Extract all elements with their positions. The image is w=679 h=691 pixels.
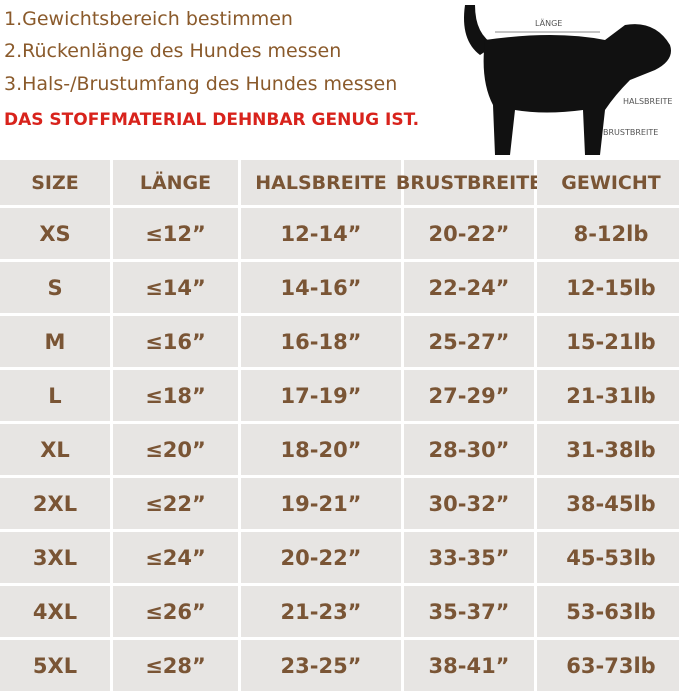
- column-header: LÄNGE: [113, 160, 238, 205]
- size-table: SIZE LÄNGE HALSBREITE BRUSTBREITE GEWICHT XS ≤…: [0, 160, 679, 691]
- table-cell: 38-41”: [404, 640, 534, 691]
- table-cell: 31-38lb: [537, 424, 679, 475]
- table-cell: 5XL: [0, 640, 110, 691]
- table-cell: 20-22”: [241, 532, 401, 583]
- table-cell: ≤20”: [113, 424, 238, 475]
- table-cell: 25-27”: [404, 316, 534, 367]
- table-cell: 19-21”: [241, 478, 401, 529]
- column-header: GEWICHT: [537, 160, 679, 205]
- table-cell: 23-25”: [241, 640, 401, 691]
- table-cell: 27-29”: [404, 370, 534, 421]
- column-header: BRUSTBREITE: [396, 160, 542, 205]
- table-cell: 12-15lb: [537, 262, 679, 313]
- notice: DAS STOFFMATERIAL DEHNBAR GENUG IST.: [4, 110, 420, 130]
- table-cell: 15-21lb: [537, 316, 679, 367]
- table-cell: 18-20”: [241, 424, 401, 475]
- column-header: HALSBREITE: [241, 160, 401, 205]
- table-cell: S: [0, 262, 110, 313]
- diagram-label: BRUSTBREITE: [603, 128, 658, 137]
- diagram-label: HALSBREITE: [623, 97, 672, 106]
- table-cell: 63-73lb: [537, 640, 679, 691]
- table-cell: ≤26”: [113, 586, 238, 637]
- table-cell: 17-19”: [241, 370, 401, 421]
- table-cell: 4XL: [0, 586, 110, 637]
- table-cell: 35-37”: [404, 586, 534, 637]
- table-cell: 45-53lb: [537, 532, 679, 583]
- table-cell: 8-12lb: [537, 208, 679, 259]
- table-cell: 38-45lb: [537, 478, 679, 529]
- table-cell: L: [0, 370, 110, 421]
- dog-diagram: LÄNGE HALSBREITE BRUSTBREITE: [464, 5, 672, 155]
- table-cell: 33-35”: [404, 532, 534, 583]
- instruction: 1.Gewichtsbereich bestimmen: [4, 8, 293, 30]
- table-cell: 53-63lb: [537, 586, 679, 637]
- table-cell: ≤18”: [113, 370, 238, 421]
- table-cell: ≤14”: [113, 262, 238, 313]
- table-cell: 21-31lb: [537, 370, 679, 421]
- diagram-label: LÄNGE: [535, 18, 562, 28]
- table-cell: 20-22”: [404, 208, 534, 259]
- table-cell: XS: [0, 208, 110, 259]
- table-cell: ≤28”: [113, 640, 238, 691]
- table-cell: ≤24”: [113, 532, 238, 583]
- table-cell: 14-16”: [241, 262, 401, 313]
- table-cell: 12-14”: [241, 208, 401, 259]
- table-cell: 21-23”: [241, 586, 401, 637]
- table-cell: ≤16”: [113, 316, 238, 367]
- table-cell: 22-24”: [404, 262, 534, 313]
- table-cell: 28-30”: [404, 424, 534, 475]
- instruction: 3.Hals-/Brustumfang des Hundes messen: [4, 73, 398, 95]
- table-cell: 30-32”: [404, 478, 534, 529]
- column-header: SIZE: [0, 160, 110, 205]
- table-cell: 16-18”: [241, 316, 401, 367]
- table-cell: ≤22”: [113, 478, 238, 529]
- instruction: 2.Rückenlänge des Hundes messen: [4, 40, 342, 62]
- table-cell: 2XL: [0, 478, 110, 529]
- table-cell: M: [0, 316, 110, 367]
- table-cell: 3XL: [0, 532, 110, 583]
- table-cell: ≤12”: [113, 208, 238, 259]
- table-cell: XL: [0, 424, 110, 475]
